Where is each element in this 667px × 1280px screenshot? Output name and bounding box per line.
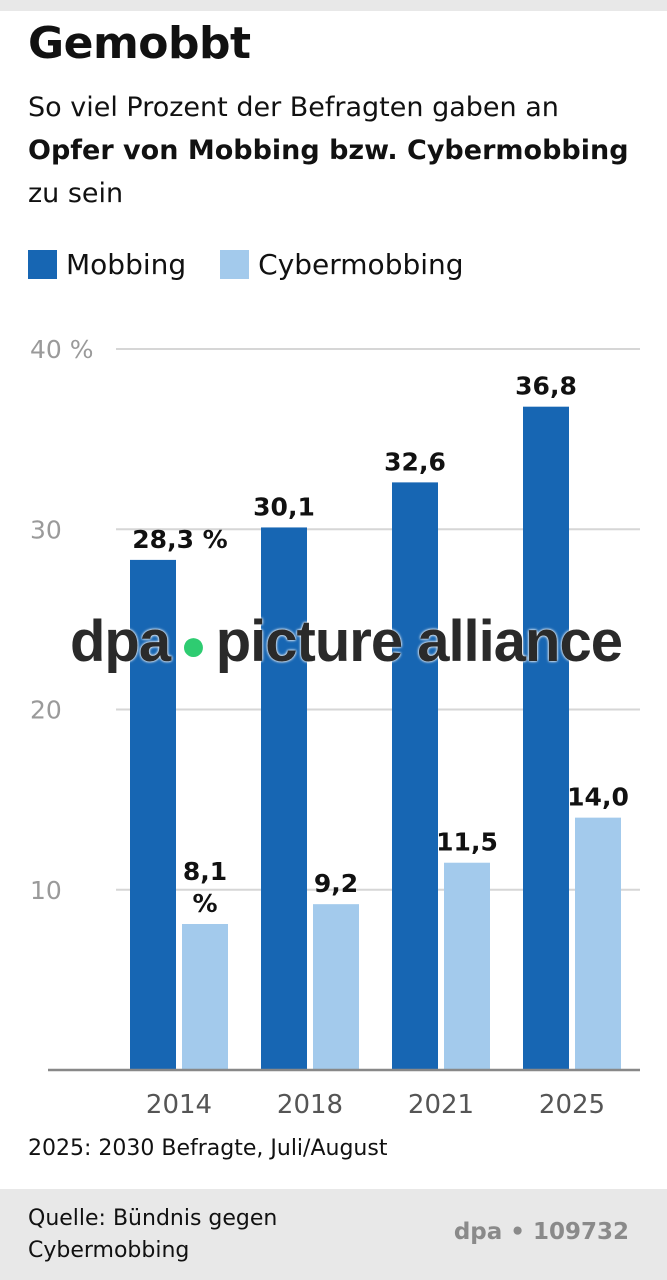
watermark: dpa ● picture alliance: [70, 608, 623, 675]
bar-cybermobbing-2018: [313, 904, 359, 1070]
data-label: 11,5: [436, 828, 498, 857]
data-label: 8,1: [183, 857, 227, 886]
bar-cybermobbing-2021: [444, 862, 490, 1070]
subtitle-tail: zu sein: [28, 178, 124, 209]
chart-subtitle: So viel Prozent der Befragten gaben an O…: [28, 86, 648, 215]
footer: Quelle: Bündnis gegen Cybermobbing dpa •…: [0, 1189, 667, 1280]
legend-label-cybermobbing: Cybermobbing: [258, 247, 464, 281]
legend-swatch-cybermobbing: [220, 249, 250, 279]
data-label: 30,1: [253, 492, 315, 521]
watermark-dpa: dpa: [70, 609, 171, 674]
watermark-dot-icon: ●: [180, 620, 207, 670]
bar-mobbing-2018: [261, 527, 307, 1070]
credit-text: dpa • 109732: [453, 1219, 629, 1245]
sample-note: 2025: 2030 Befragte, Juli/August: [28, 1136, 388, 1161]
y-tick-label: 20: [30, 696, 62, 725]
x-tick-label: 2018: [277, 1090, 343, 1120]
legend-item-mobbing: Mobbing: [28, 248, 186, 281]
bar-cybermobbing-2014: [182, 923, 228, 1070]
bar-mobbing-2025: [523, 406, 569, 1070]
data-label: 9,2: [314, 869, 358, 898]
x-tick-label: 2025: [539, 1090, 605, 1120]
subtitle-bold: Opfer von Mobbing bzw. Cybermobbing: [28, 135, 629, 166]
legend-item-cybermobbing: Cybermobbing: [220, 247, 464, 281]
bar-mobbing-2014: [130, 559, 176, 1070]
y-tick-label: 40 %: [30, 335, 94, 364]
chart-title: Gemobbt: [28, 18, 251, 69]
x-tick-label: 2021: [408, 1090, 474, 1120]
bar-mobbing-2021: [392, 482, 438, 1070]
data-label: 14,0: [567, 783, 629, 812]
watermark-picture-alliance: picture alliance: [215, 609, 623, 674]
x-tick-label: 2014: [146, 1090, 212, 1120]
y-tick-label: 30: [30, 515, 62, 544]
subtitle-line: So viel Prozent der Befragten gaben an: [28, 92, 559, 123]
data-label: %: [192, 889, 217, 918]
bar-cybermobbing-2025: [575, 817, 621, 1070]
source-text: Quelle: Bündnis gegen Cybermobbing: [28, 1206, 278, 1263]
y-tick-label: 10: [30, 876, 62, 905]
bar-chart: 10 20 30 40 % 28,3 % 8,1% 2014 30,1 9,2 2018 32,6 1…: [30, 335, 640, 1120]
legend: Mobbing Cybermobbing: [28, 244, 498, 284]
data-label: 36,8: [515, 372, 577, 401]
legend-label-mobbing: Mobbing: [66, 247, 187, 281]
data-label: 32,6: [384, 447, 446, 476]
data-label: 28,3 %: [132, 525, 227, 554]
legend-swatch-mobbing: [28, 249, 57, 279]
